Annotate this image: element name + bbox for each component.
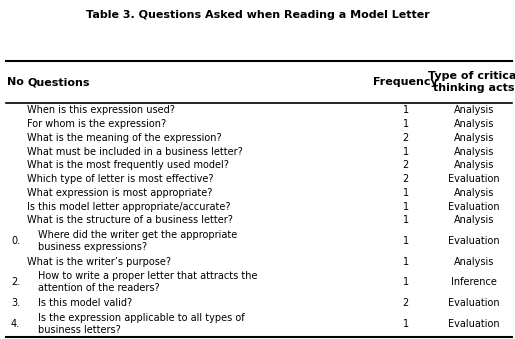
Text: For whom is the expression?: For whom is the expression?: [27, 119, 166, 129]
Text: 1: 1: [403, 236, 408, 246]
Text: Evaluation: Evaluation: [448, 236, 500, 246]
Text: Analysis: Analysis: [454, 188, 494, 198]
Text: Evaluation: Evaluation: [448, 298, 500, 308]
Text: When is this expression used?: When is this expression used?: [27, 105, 175, 115]
Text: Inference: Inference: [451, 277, 497, 287]
Text: Evaluation: Evaluation: [448, 174, 500, 184]
Text: 1: 1: [403, 215, 408, 225]
Text: 2.: 2.: [11, 277, 20, 287]
Text: What is the most frequently used model?: What is the most frequently used model?: [27, 160, 229, 170]
Text: 1: 1: [403, 257, 408, 267]
Text: Analysis: Analysis: [454, 133, 494, 143]
Text: 2: 2: [402, 160, 409, 170]
Text: Which type of letter is most effective?: Which type of letter is most effective?: [27, 174, 214, 184]
Text: What is the writer’s purpose?: What is the writer’s purpose?: [27, 257, 171, 267]
Text: What expression is most appropriate?: What expression is most appropriate?: [27, 188, 213, 198]
Text: Is this model valid?: Is this model valid?: [38, 298, 132, 308]
Text: 2: 2: [402, 133, 409, 143]
Text: 1: 1: [403, 146, 408, 157]
Text: No: No: [7, 77, 24, 87]
Text: 4.: 4.: [11, 319, 20, 328]
Text: 1: 1: [403, 277, 408, 287]
Text: What is the meaning of the expression?: What is the meaning of the expression?: [27, 133, 222, 143]
Text: Table 3. Questions Asked when Reading a Model Letter: Table 3. Questions Asked when Reading a …: [85, 10, 430, 20]
Text: 1: 1: [403, 105, 408, 115]
Text: 2: 2: [402, 174, 409, 184]
Text: Frequency: Frequency: [373, 77, 438, 87]
Text: 3.: 3.: [11, 298, 20, 308]
Text: 1: 1: [403, 202, 408, 212]
Text: Analysis: Analysis: [454, 146, 494, 157]
Text: Analysis: Analysis: [454, 257, 494, 267]
Text: What is the structure of a business letter?: What is the structure of a business lett…: [27, 215, 233, 225]
Text: Where did the writer get the appropriate
business expressions?: Where did the writer get the appropriate…: [38, 230, 237, 252]
Text: 1: 1: [403, 188, 408, 198]
Text: 2: 2: [402, 298, 409, 308]
Text: What must be included in a business letter?: What must be included in a business lett…: [27, 146, 243, 157]
Text: Type of critical
thinking acts: Type of critical thinking acts: [428, 72, 515, 93]
Text: Is this model letter appropriate/accurate?: Is this model letter appropriate/accurat…: [27, 202, 231, 212]
Text: Analysis: Analysis: [454, 160, 494, 170]
Text: Evaluation: Evaluation: [448, 202, 500, 212]
Text: Evaluation: Evaluation: [448, 319, 500, 328]
Text: How to write a proper letter that attracts the
attention of the readers?: How to write a proper letter that attrac…: [38, 271, 257, 293]
Text: 1: 1: [403, 319, 408, 328]
Text: Is the expression applicable to all types of
business letters?: Is the expression applicable to all type…: [38, 313, 244, 335]
Text: Analysis: Analysis: [454, 215, 494, 225]
Text: 1: 1: [403, 119, 408, 129]
Text: Questions: Questions: [27, 77, 90, 87]
Text: Analysis: Analysis: [454, 105, 494, 115]
Text: Analysis: Analysis: [454, 119, 494, 129]
Text: 0.: 0.: [11, 236, 20, 246]
